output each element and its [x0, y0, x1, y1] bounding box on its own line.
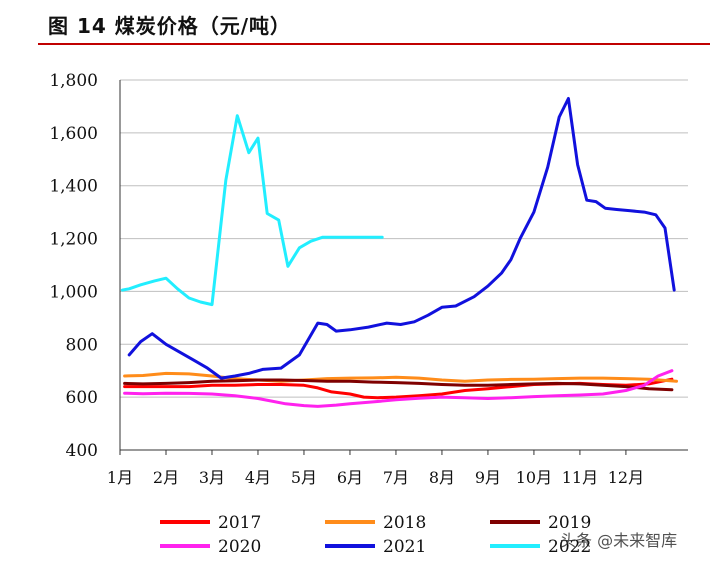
legend-label-2021: 2021	[383, 537, 426, 557]
y-tick-label: 1,600	[49, 124, 98, 144]
y-tick-label: 1,000	[49, 282, 98, 302]
x-tick-label: 4月	[245, 468, 271, 487]
legend-label-2022: 2022	[548, 537, 591, 557]
y-tick-label: 1,800	[49, 71, 98, 91]
x-tick-label: 2月	[153, 468, 179, 487]
series-line-2018	[123, 371, 678, 383]
watermark-text: 头条 @未来智库	[560, 531, 678, 550]
x-tick-label: 8月	[429, 468, 455, 487]
y-tick-label: 1,400	[49, 177, 98, 197]
x-tick-label: 9月	[475, 468, 501, 487]
series-line-2020	[123, 369, 674, 408]
y-tick-label: 1,200	[49, 230, 98, 250]
series-line-2021	[127, 97, 676, 380]
y-tick-label: 800	[66, 335, 98, 355]
figure-title: 图 14 煤炭价格（元/吨）	[48, 14, 292, 38]
series-line-2019	[123, 378, 674, 392]
x-tick-label: 10月	[516, 468, 552, 487]
x-tick-label: 6月	[337, 468, 363, 487]
y-tick-label: 400	[66, 441, 98, 461]
legend-label-2017: 2017	[218, 513, 261, 533]
legend-label-2020: 2020	[218, 537, 261, 557]
x-tick-label: 7月	[383, 468, 409, 487]
legend-label-2018: 2018	[383, 513, 426, 533]
legend-label-2019: 2019	[548, 513, 591, 533]
y-tick-label: 600	[66, 388, 98, 408]
x-tick-label: 12月	[608, 468, 644, 487]
title-underline	[38, 43, 710, 45]
x-tick-label: 5月	[291, 468, 317, 487]
x-tick-label: 1月	[107, 468, 133, 487]
series-line-2022	[120, 114, 384, 307]
figure-header: 图 14 煤炭价格（元/吨）	[0, 0, 715, 45]
x-tick-label: 11月	[562, 468, 598, 487]
x-tick-label: 3月	[199, 468, 225, 487]
